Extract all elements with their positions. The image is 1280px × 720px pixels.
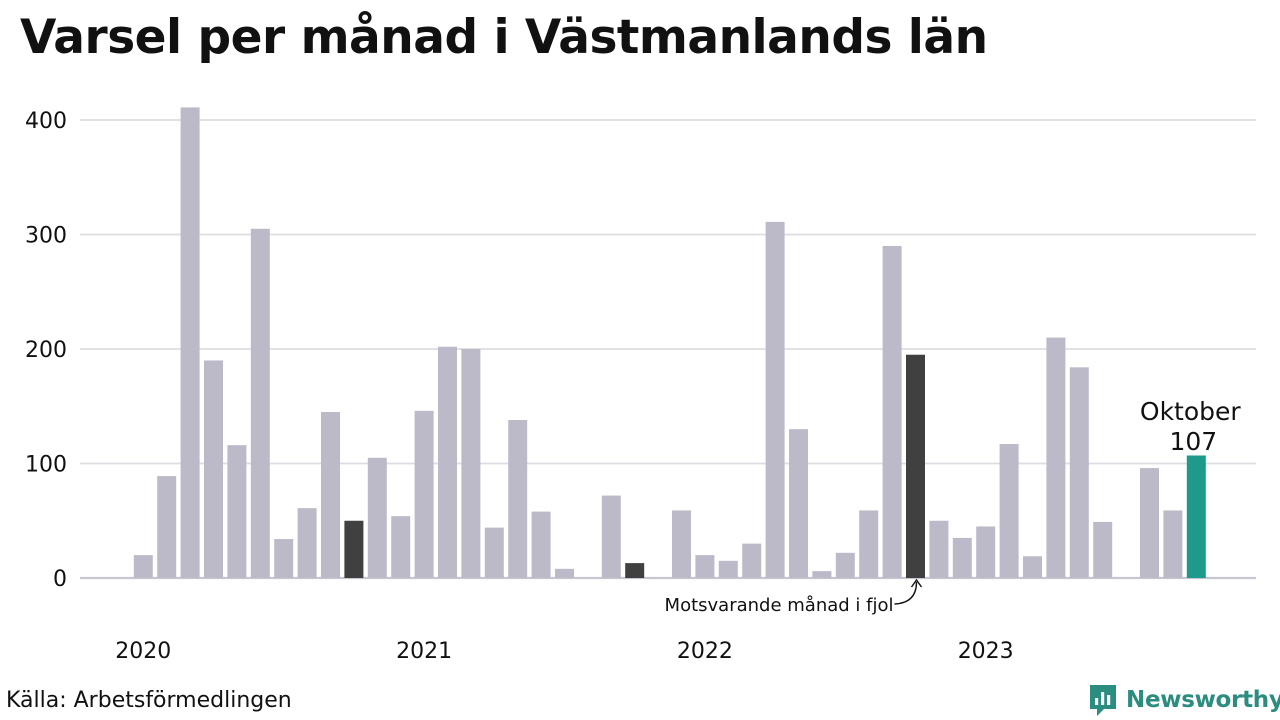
bar-2020-03: [180, 107, 200, 578]
bar-2023-08: [1140, 468, 1159, 578]
bar-2021-04: [484, 527, 504, 578]
bar-2020-09: [321, 411, 340, 578]
bar-2020-07: [274, 539, 294, 578]
bar-2023-06: [1093, 521, 1113, 578]
bar-2022-02: [718, 560, 738, 578]
bar-2023-09: [1163, 510, 1183, 578]
highlight-value-label: 107: [1169, 427, 1217, 456]
bar-2022-07: [835, 552, 855, 578]
bar-2021-12: [672, 510, 691, 578]
annotation-arrowhead: [910, 578, 923, 588]
bar-2022-12: [952, 537, 972, 578]
x-tick-label: 2021: [396, 639, 452, 664]
bar-2020-06: [250, 228, 270, 578]
annotation-arrow: [894, 581, 918, 605]
x-tick-label: 2020: [115, 639, 171, 664]
bar-2020-12: [391, 516, 411, 578]
bar-2023-04: [1046, 337, 1066, 578]
highlight-month-label: Oktober: [1140, 397, 1242, 426]
bar-2022-08: [859, 510, 879, 578]
newsworthy-logo-icon: [1090, 685, 1116, 716]
bar-2021-02: [438, 346, 457, 578]
bar-2021-07: [555, 568, 574, 578]
bar-2021-06: [531, 511, 551, 578]
bar-2020-10: [344, 520, 364, 578]
bar-2023-01: [976, 526, 996, 578]
bar-2021-05: [508, 419, 528, 578]
bar-2022-05: [789, 429, 808, 578]
bar-2020-02: [157, 476, 177, 578]
bar-2021-10: [625, 563, 645, 578]
bar-2021-03: [461, 349, 481, 578]
bar-2022-01: [695, 555, 715, 578]
bar-2022-04: [765, 221, 785, 578]
bar-2020-04: [204, 360, 223, 578]
source-note: Källa: Arbetsförmedlingen: [6, 688, 292, 713]
bar-2020-08: [297, 508, 317, 578]
bar-2021-01: [414, 410, 434, 578]
y-tick-label: 300: [25, 224, 67, 249]
chart-title: Varsel per månad i Västmanlands län: [20, 10, 988, 65]
y-tick-label: 100: [25, 453, 67, 478]
x-tick-label: 2023: [958, 639, 1014, 664]
bar-2022-03: [742, 543, 762, 578]
bar-2022-09: [882, 245, 902, 578]
bar-2022-11: [929, 520, 949, 578]
brand-name: Newsworthy: [1126, 687, 1280, 713]
bar-2023-02: [999, 444, 1019, 578]
bars: [133, 107, 1206, 578]
bar-2023-03: [1023, 556, 1042, 578]
y-axis-ticks: 0 100 200 300 400: [25, 109, 67, 592]
bar-2023-05: [1069, 367, 1089, 578]
bar-2023-10: [1186, 455, 1206, 578]
y-tick-label: 0: [53, 567, 67, 592]
y-tick-label: 200: [25, 338, 67, 363]
bar-2020-11: [367, 457, 387, 578]
x-tick-label: 2022: [677, 639, 733, 664]
brand-logo[interactable]: Newsworthy: [1088, 683, 1280, 717]
bar-2021-09: [601, 495, 621, 578]
x-axis-ticks: 2020 2021 2022 2023: [115, 639, 1013, 664]
y-tick-label: 400: [25, 109, 67, 134]
bar-2020-01: [133, 555, 153, 578]
bar-2022-10: [906, 354, 925, 578]
bar-2022-06: [812, 571, 832, 578]
comparison-annotation: Motsvarande månad i fjol: [665, 595, 894, 616]
bar-2020-05: [227, 445, 247, 578]
